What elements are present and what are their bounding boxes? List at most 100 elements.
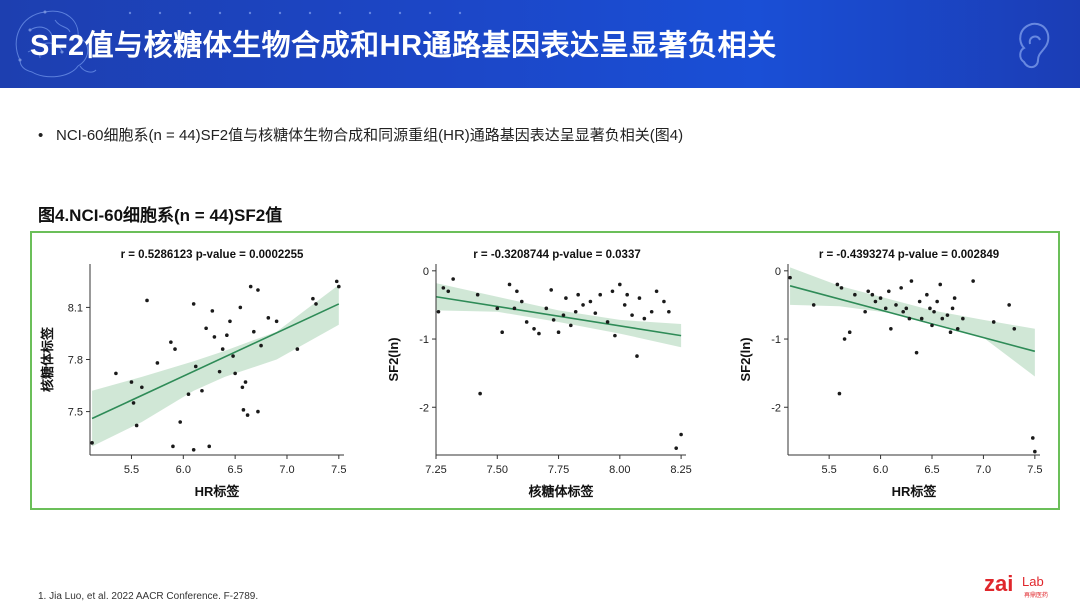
x-axis-label-2: 核糖体标签 (528, 484, 594, 499)
confidence-band-3 (790, 267, 1035, 377)
data-point (240, 385, 245, 390)
x-tick-label: 8.25 (670, 464, 691, 476)
data-point (212, 335, 217, 339)
data-point (228, 319, 232, 324)
data-point (233, 371, 237, 376)
data-point (930, 323, 934, 328)
dots-decoration (128, 11, 462, 15)
data-point (839, 286, 844, 290)
data-point (495, 306, 500, 311)
data-point (441, 286, 446, 290)
y-tick-label: 0 (423, 266, 429, 278)
regression-line-3 (789, 285, 1036, 353)
x-tick-label: 6.5 (227, 464, 242, 476)
data-point (870, 292, 875, 297)
figure-title: 图4.NCI-60细胞系(n = 44)SF2值 (38, 206, 283, 225)
data-point (207, 444, 212, 449)
data-point (588, 299, 593, 304)
data-point (173, 347, 177, 351)
data-point (863, 309, 867, 314)
footnote: 1. Jia Luo, et al. 2022 AACR Conference.… (38, 591, 259, 602)
data-point (200, 388, 204, 393)
data-point (914, 350, 919, 355)
data-point (191, 447, 196, 452)
data-point (909, 279, 914, 283)
y-axis-label-1: 核糖体标签 (40, 326, 55, 392)
data-point (948, 330, 953, 335)
y-axis-label-2: SF2(ln) (386, 337, 401, 381)
data-point (581, 303, 585, 307)
data-point (90, 441, 94, 445)
chart-title-2: r = -0.3208744 p-value = 0.0337 (473, 249, 641, 261)
data-point (155, 361, 160, 365)
data-point (544, 306, 549, 311)
data-point (679, 432, 683, 437)
data-point (925, 292, 929, 297)
data-point (500, 330, 504, 335)
data-point (883, 306, 888, 311)
data-point (334, 279, 339, 284)
data-point (622, 303, 627, 307)
bullet-marker: • (38, 127, 44, 144)
y-tick-label: 8.1 (68, 302, 83, 314)
data-point (955, 327, 960, 331)
page-title: SF2值与核糖体生物合成和HR通路基因表达呈显著负相关 (30, 30, 777, 62)
logo-sub-text: 再鼎医药 (1024, 591, 1048, 599)
data-point (178, 420, 182, 424)
data-point (625, 292, 629, 297)
data-point (788, 275, 792, 280)
chart-title-3: r = -0.4393274 p-value = 0.002849 (819, 249, 999, 261)
data-point (140, 385, 144, 390)
data-point (907, 316, 912, 321)
y-tick-label: 0 (775, 266, 781, 278)
data-point (945, 313, 950, 317)
data-point (537, 331, 541, 336)
data-point (637, 296, 642, 300)
data-point (311, 296, 315, 301)
data-point (446, 289, 451, 294)
data-point (919, 316, 924, 321)
x-tick-label: 7.0 (976, 464, 991, 476)
data-point (610, 289, 615, 294)
data-point (252, 329, 256, 334)
logo-text: zai (984, 572, 1013, 596)
data-point (171, 444, 175, 449)
data-point (593, 311, 598, 315)
data-point (556, 330, 561, 335)
data-point (635, 354, 639, 358)
data-point (569, 323, 573, 328)
data-point (866, 289, 871, 294)
y-tick-label: -2 (771, 402, 781, 414)
data-point (598, 292, 603, 297)
data-point (654, 289, 659, 294)
data-point (613, 333, 617, 338)
data-point (940, 316, 945, 321)
data-point (475, 292, 480, 297)
logo-lab-text: Lab (1022, 574, 1044, 589)
data-point (889, 327, 893, 331)
x-tick-label: 6.5 (924, 464, 939, 476)
y-axis-label-3: SF2(ln) (738, 337, 753, 381)
x-tick-label: 7.5 (1027, 464, 1042, 476)
y-tick-label: 7.5 (68, 407, 83, 419)
y-tick-label: -1 (771, 334, 781, 346)
data-point (314, 302, 318, 306)
data-point (904, 306, 909, 311)
data-point (266, 316, 271, 320)
x-axis-label-1: HR标签 (195, 484, 241, 499)
data-point (935, 299, 939, 304)
x-tick-label: 7.0 (279, 464, 294, 476)
regression-line-2 (435, 295, 682, 337)
data-point (630, 313, 634, 317)
data-point (238, 305, 243, 310)
data-point (519, 299, 524, 304)
confidence-band-1 (92, 284, 339, 447)
bullet-point: • NCI-60细胞系(n = 44)SF2值与核糖体生物合成和同源重组(HR)通… (38, 124, 683, 145)
data-point (274, 319, 279, 324)
data-point (674, 446, 678, 450)
data-point (971, 279, 975, 283)
data-point (337, 284, 341, 289)
data-point (549, 288, 553, 292)
data-point (259, 343, 263, 348)
